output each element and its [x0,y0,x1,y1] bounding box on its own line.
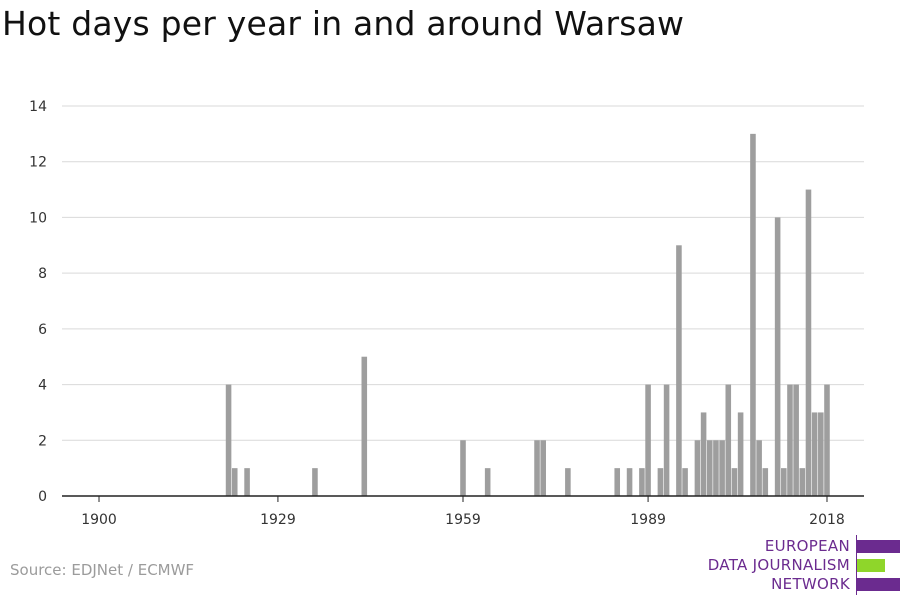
bar-1935 [312,468,318,496]
bar-2016 [811,412,818,496]
y-tick-label: 6 [38,322,47,338]
edjnet-logo: EUROPEAN DATA JOURNALISM NETWORK [690,535,900,595]
bar-1959 [460,440,466,496]
bar-2017 [818,412,824,496]
y-axis-tick-labels: 0 2 4 6 8 10 12 14 [29,99,47,505]
bar-1998 [700,412,707,496]
bar-1972 [540,440,546,496]
bar-1991 [657,468,664,496]
gridlines [62,105,864,441]
chart-title: Hot days per year in and around Warsaw [2,4,685,43]
y-tick-label: 8 [38,266,47,282]
bar-2011 [781,468,787,496]
bar-1963 [484,468,491,496]
bar-2010 [774,217,781,496]
bar-1921 [225,384,232,496]
y-tick-label: 0 [38,489,47,505]
bar-2001 [719,440,725,496]
logo-green-bar [857,559,885,572]
y-tick-label: 10 [29,210,47,226]
logo-divider [856,535,857,595]
bar-1994 [676,245,682,496]
bar-2007 [756,440,762,496]
y-tick-label: 12 [29,155,47,171]
bar-1988 [639,468,645,496]
logo-line-1: EUROPEAN [764,537,850,555]
x-tick-label: 2018 [809,512,845,528]
y-tick-label: 14 [29,99,47,115]
bar-1986 [626,468,633,496]
logo-purple-bar-bottom [857,578,900,591]
bar-1943 [361,356,368,496]
x-axis: 1900 1929 1959 1989 2018 [62,495,864,528]
bar-2018 [824,384,830,496]
y-tick-label: 4 [38,378,47,394]
bar-1992 [663,384,670,496]
bar-2008 [762,468,769,496]
x-tick-label: 1900 [81,512,117,528]
hot-days-bar-chart: 0 2 4 6 8 10 12 14 1900 1929 1959 1989 2018 [29,99,864,528]
x-tick-label: 1959 [445,512,481,528]
bar-1989 [645,384,651,496]
bar-2000 [713,440,719,496]
bar-2014 [799,468,806,496]
source-note: Source: EDJNet / ECMWF [10,561,195,579]
logo-line-2: DATA JOURNALISM [707,556,850,574]
x-tick-label: 1989 [630,512,666,528]
bar-1995 [682,468,688,496]
bar-2004 [737,412,744,496]
bar-2003 [731,468,738,496]
bar-2015 [805,189,812,497]
bar-1924 [244,468,250,496]
bar-2013 [793,384,799,496]
bars [225,133,830,497]
y-tick-label: 2 [38,433,47,449]
logo-line-3: NETWORK [771,575,850,593]
x-tick-label: 1929 [260,512,296,528]
bar-1999 [706,440,713,496]
bar-1976 [565,468,571,496]
bar-1922 [231,468,238,496]
bar-2012 [787,384,793,496]
bar-1984 [614,468,621,496]
bar-2002 [725,384,732,496]
bar-1997 [694,440,701,496]
logo-purple-bar-top [857,540,900,553]
bar-2006 [750,133,756,496]
bar-1971 [534,440,540,496]
